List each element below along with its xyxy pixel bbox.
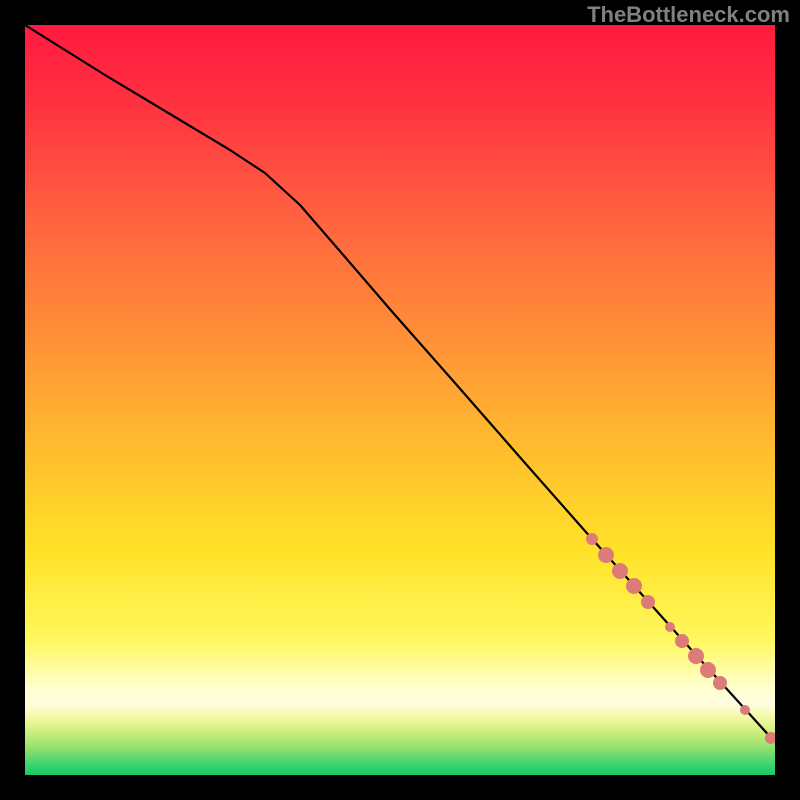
data-marker	[688, 648, 704, 664]
data-marker	[675, 634, 689, 648]
chart-plot-area	[25, 25, 775, 775]
data-marker	[612, 563, 628, 579]
data-marker	[586, 533, 598, 545]
chart-svg	[25, 25, 775, 775]
data-marker	[665, 622, 675, 632]
data-marker	[713, 676, 727, 690]
chart-background-gradient	[25, 25, 775, 775]
watermark-text: TheBottleneck.com	[587, 2, 790, 28]
data-marker	[598, 547, 614, 563]
data-marker	[700, 662, 716, 678]
data-marker	[740, 705, 750, 715]
data-marker	[626, 578, 642, 594]
data-marker	[641, 595, 655, 609]
